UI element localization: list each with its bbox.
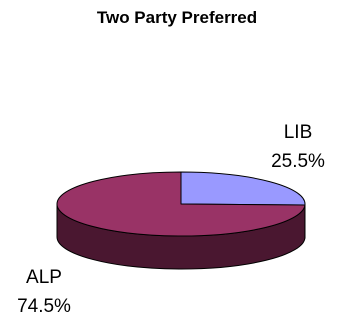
pie-slice-alp — [56, 171, 306, 237]
pie-labels: LIB 25.5% ALP 74.5% — [17, 122, 325, 317]
chart-title: Two Party Preferred — [96, 8, 258, 27]
slice-label-lib: LIB — [284, 122, 313, 143]
pie-slice-lib — [180, 171, 306, 206]
slice-value-label-lib: 25.5% — [271, 151, 325, 172]
slice-label-alp: ALP — [26, 267, 62, 288]
pie-tops — [56, 171, 306, 237]
slice-value-label-alp: 74.5% — [17, 296, 71, 317]
